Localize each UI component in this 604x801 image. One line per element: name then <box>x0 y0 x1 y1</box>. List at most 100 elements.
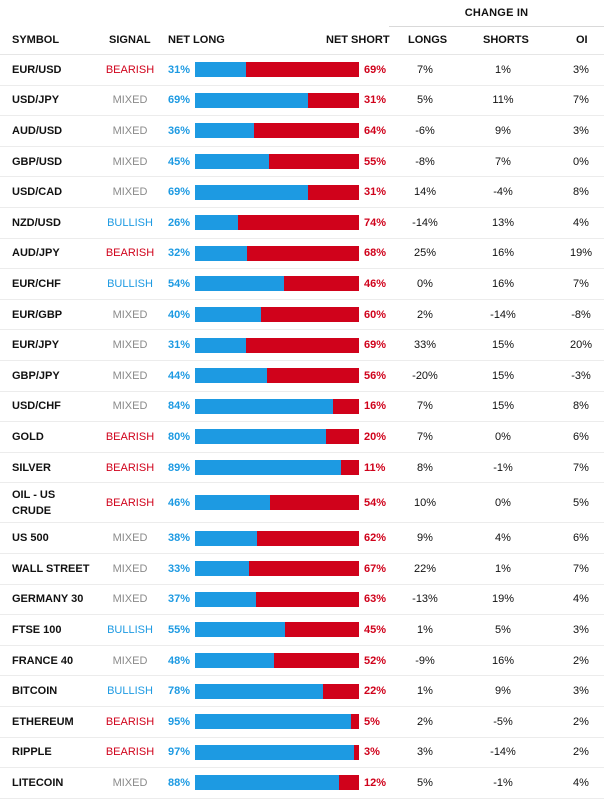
symbol-cell[interactable]: EUR/CHF <box>12 277 61 290</box>
net-long-bar-fill <box>195 653 274 669</box>
symbol-cell[interactable]: GERMANY 30 <box>12 593 84 606</box>
symbol-cell[interactable]: USD/CHF <box>12 400 61 413</box>
shorts-change-cell: -4% <box>493 186 513 199</box>
table-row[interactable]: FTSE 100 BULLISH 55% 45% 1% 5% 3% <box>0 615 604 646</box>
table-row[interactable]: GOLD BEARISH 80% 20% 7% 0% 6% <box>0 422 604 453</box>
symbol-cell[interactable]: GBP/JPY <box>12 369 60 382</box>
oi-change-cell: 7% <box>573 94 589 107</box>
longs-change-cell: 8% <box>417 461 433 474</box>
symbol-cell[interactable]: FTSE 100 <box>12 623 62 636</box>
net-short-bar-fill <box>195 530 359 546</box>
symbol-cell[interactable]: LITECOIN <box>12 776 64 789</box>
net-short-cell: 52% <box>364 654 387 667</box>
symbol-cell[interactable]: EUR/JPY <box>12 339 60 352</box>
net-long-bar-fill <box>195 215 238 231</box>
table-row[interactable]: USD/CAD MIXED 69% 31% 14% -4% 8% <box>0 177 604 208</box>
symbol-cell[interactable]: USD/JPY <box>12 94 60 107</box>
table-row[interactable]: NZD/USD BULLISH 26% 74% -14% 13% 4% <box>0 208 604 239</box>
symbol-cell[interactable]: WALL STREET <box>12 562 90 575</box>
net-short-bar-fill <box>195 92 359 108</box>
table-row[interactable]: EUR/USD BEARISH 31% 69% 7% 1% 3% <box>0 55 604 86</box>
net-long-cell: 26% <box>168 216 191 229</box>
signal-cell: BEARISH <box>105 496 155 509</box>
net-long-column-header[interactable]: NET LONG <box>168 34 225 46</box>
table-row[interactable]: EUR/JPY MIXED 31% 69% 33% 15% 20% <box>0 330 604 361</box>
signal-cell: MIXED <box>112 124 148 137</box>
signal-cell: MIXED <box>112 186 148 199</box>
table-row[interactable]: LITECOIN MIXED 88% 12% 5% -1% 4% <box>0 768 604 799</box>
symbol-column-header[interactable]: SYMBOL <box>12 34 60 46</box>
symbol-cell[interactable]: RIPPLE <box>12 746 52 759</box>
symbol-cell[interactable]: ETHEREUM <box>12 715 74 728</box>
table-row[interactable]: ETHEREUM BEARISH 95% 5% 2% -5% 2% <box>0 707 604 738</box>
shorts-column-header[interactable]: SHORTS <box>483 34 529 46</box>
table-row[interactable]: GBP/JPY MIXED 44% 56% -20% 15% -3% <box>0 361 604 392</box>
net-long-bar-fill <box>195 714 351 730</box>
net-long-cell: 36% <box>168 124 191 137</box>
signal-cell: MIXED <box>112 776 148 789</box>
shorts-change-cell: -1% <box>493 776 513 789</box>
table-row[interactable]: USD/CHF MIXED 84% 16% 7% 15% 8% <box>0 392 604 423</box>
shorts-change-cell: 0% <box>495 430 511 443</box>
table-row[interactable]: OIL - US CRUDE BEARISH 46% 54% 10% 0% 5% <box>0 483 604 524</box>
symbol-cell[interactable]: OIL - US CRUDE <box>12 488 56 517</box>
shorts-change-cell: -5% <box>493 715 513 728</box>
longs-change-cell: -6% <box>415 124 435 137</box>
table-row[interactable]: AUD/JPY BEARISH 32% 68% 25% 16% 19% <box>0 239 604 270</box>
net-short-bar-fill <box>195 622 359 638</box>
symbol-cell[interactable]: FRANCE 40 <box>12 654 74 667</box>
net-long-short-bar <box>195 300 359 330</box>
longs-change-cell: 1% <box>417 685 433 698</box>
shorts-change-cell: 4% <box>495 532 511 545</box>
net-long-bar-fill <box>195 62 246 78</box>
symbol-cell[interactable]: NZD/USD <box>12 216 61 229</box>
longs-change-cell: -9% <box>415 654 435 667</box>
net-short-column-header[interactable]: NET SHORT <box>326 34 390 46</box>
symbol-cell[interactable]: BITCOIN <box>12 685 58 698</box>
table-row[interactable]: GERMANY 30 MIXED 37% 63% -13% 19% 4% <box>0 585 604 616</box>
table-row[interactable]: SILVER BEARISH 89% 11% 8% -1% 7% <box>0 453 604 484</box>
net-short-cell: 63% <box>364 593 387 606</box>
net-short-bar-fill <box>195 307 359 323</box>
table-row[interactable]: FRANCE 40 MIXED 48% 52% -9% 16% 2% <box>0 646 604 677</box>
table-row[interactable]: GBP/USD MIXED 45% 55% -8% 7% 0% <box>0 147 604 178</box>
net-long-short-bar <box>195 676 359 706</box>
net-long-cell: 31% <box>168 63 191 76</box>
longs-column-header[interactable]: LONGS <box>408 34 448 46</box>
symbol-cell[interactable]: AUD/USD <box>12 124 63 137</box>
symbol-cell[interactable]: USD/CAD <box>12 186 63 199</box>
symbol-cell[interactable]: GOLD <box>12 430 44 443</box>
net-short-bar-fill <box>195 215 359 231</box>
symbol-cell[interactable]: EUR/GBP <box>12 308 63 321</box>
signal-cell: BULLISH <box>107 685 153 698</box>
table-row[interactable]: WALL STREET MIXED 33% 67% 22% 1% 7% <box>0 554 604 585</box>
symbol-cell[interactable]: US 500 <box>12 532 49 545</box>
net-short-cell: 12% <box>364 776 387 789</box>
net-long-short-bar <box>195 361 359 391</box>
symbol-cell[interactable]: SILVER <box>12 461 51 474</box>
signal-column-header[interactable]: SIGNAL <box>109 34 151 46</box>
signal-cell: MIXED <box>112 532 148 545</box>
net-short-bar-fill <box>195 591 359 607</box>
net-long-cell: 33% <box>168 562 191 575</box>
table-row[interactable]: US 500 MIXED 38% 62% 9% 4% 6% <box>0 523 604 554</box>
symbol-cell[interactable]: AUD/JPY <box>12 247 60 260</box>
table-row[interactable]: USD/JPY MIXED 69% 31% 5% 11% 7% <box>0 86 604 117</box>
table-row[interactable]: RIPPLE BEARISH 97% 3% 3% -14% 2% <box>0 738 604 769</box>
table-row[interactable]: EUR/GBP MIXED 40% 60% 2% -14% -8% <box>0 300 604 331</box>
symbol-cell[interactable]: GBP/USD <box>12 155 63 168</box>
oi-change-cell: 2% <box>573 746 589 759</box>
shorts-change-cell: 1% <box>495 562 511 575</box>
longs-change-cell: 10% <box>413 496 437 509</box>
table-row[interactable]: EUR/CHF BULLISH 54% 46% 0% 16% 7% <box>0 269 604 300</box>
net-long-cell: 89% <box>168 461 191 474</box>
signal-cell: MIXED <box>112 339 148 352</box>
net-long-bar-fill <box>195 775 340 791</box>
net-short-cell: 45% <box>364 623 387 636</box>
symbol-cell[interactable]: EUR/USD <box>12 63 62 76</box>
net-long-short-bar <box>195 768 359 798</box>
table-row[interactable]: BITCOIN BULLISH 78% 22% 1% 9% 3% <box>0 676 604 707</box>
longs-change-cell: 9% <box>417 532 433 545</box>
table-row[interactable]: AUD/USD MIXED 36% 64% -6% 9% 3% <box>0 116 604 147</box>
oi-column-header[interactable]: OI <box>576 34 588 46</box>
